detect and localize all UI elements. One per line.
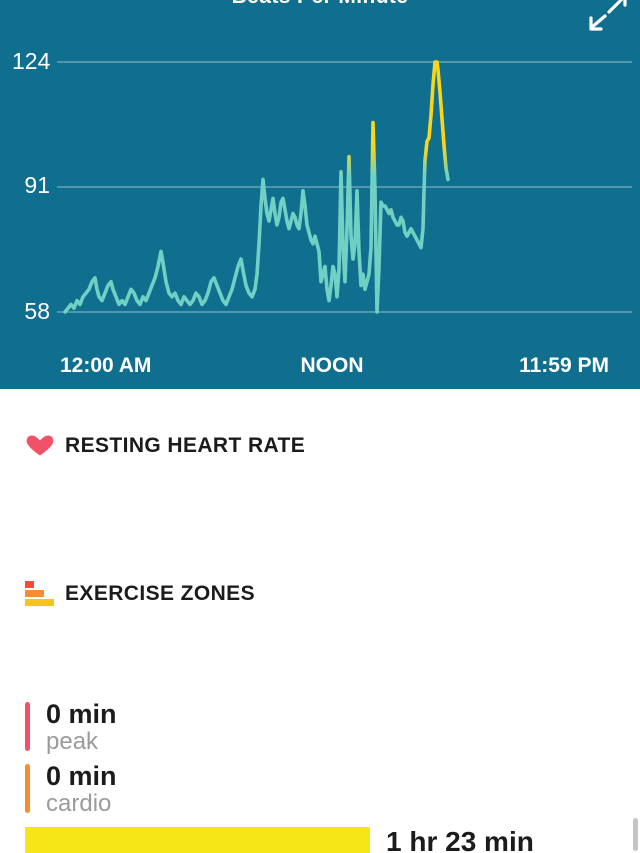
exercise-zones-title: EXERCISE ZONES: [65, 581, 255, 605]
resting-heart-rate-header: RESTING HEART RATE: [25, 429, 305, 463]
peak-zone-duration: 0 min: [46, 699, 117, 729]
exercise-zones-header: EXERCISE ZONES: [25, 581, 255, 606]
x-axis-tick-midnight: 12:00 AM: [60, 354, 152, 377]
gridlines: [57, 61, 632, 313]
cardio-zone-color-bar: [25, 764, 30, 813]
heart-rate-line: [63, 60, 450, 314]
heart-icon: [25, 429, 55, 463]
zone-row-peak: 0 min peak: [25, 700, 117, 756]
expand-icon[interactable]: [584, 0, 630, 33]
y-axis-tick-124: 124: [12, 48, 51, 74]
x-axis-tick-noon: NOON: [300, 354, 364, 377]
cardio-zone-label: cardio: [46, 790, 112, 818]
fat-burn-zone-row: 1 hr 23 min: [25, 826, 534, 853]
chart-title: Beats Per Minute: [0, 0, 640, 9]
cardio-zone-duration: 0 min: [46, 761, 117, 791]
heart-rate-chart: [57, 60, 632, 314]
peak-zone-label: peak: [46, 728, 99, 756]
zones-bars-icon: [25, 581, 55, 606]
scrollbar-thumb[interactable]: [633, 818, 638, 851]
fat-burn-zone-duration: 1 hr 23 min: [386, 826, 534, 853]
x-axis-tick-end: 11:59 PM: [519, 354, 609, 377]
zone-row-cardio: 0 min cardio: [25, 762, 117, 818]
y-axis-tick-91: 91: [24, 172, 50, 198]
details-section: RESTING HEART RATE 67 bpm EXERCISE ZONES…: [0, 389, 640, 853]
y-axis-tick-58: 58: [24, 298, 50, 324]
fat-burn-zone-bar: [25, 827, 370, 853]
peak-zone-color-bar: [25, 702, 30, 751]
x-axis-labels: 12:00 AM NOON 11:59 PM: [0, 354, 640, 384]
resting-heart-rate-title: RESTING HEART RATE: [65, 434, 306, 457]
bpm-chart-panel: Beats Per Minute 124 91 58 12:0: [0, 0, 640, 389]
